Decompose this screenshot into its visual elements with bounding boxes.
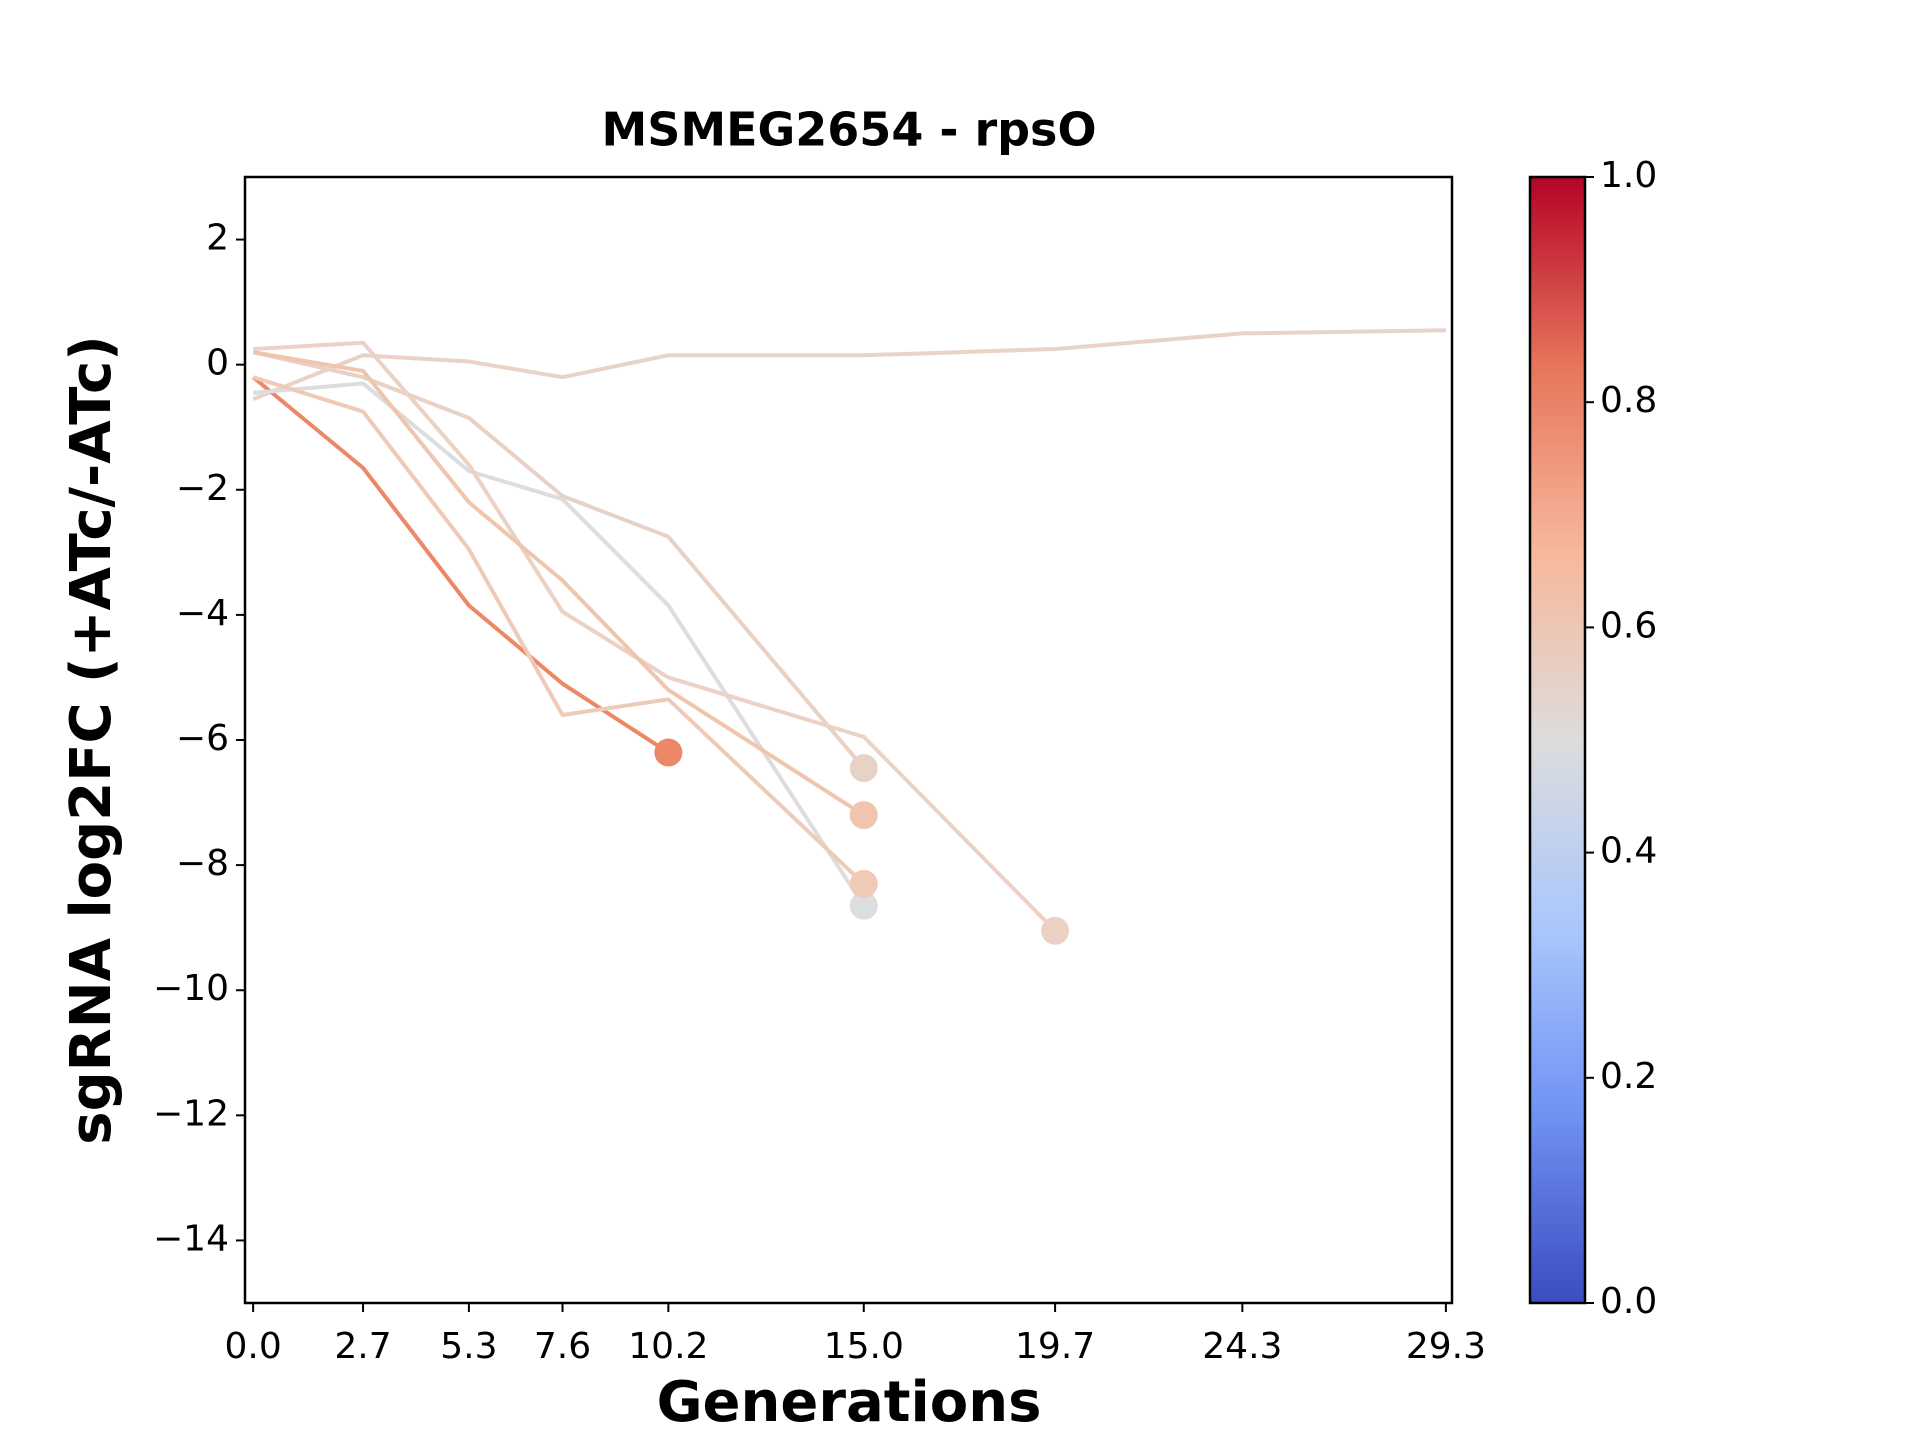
- series-line: [251, 375, 670, 755]
- colorbar-tick-label: 0.8: [1600, 380, 1657, 421]
- y-tick-label: 2: [206, 218, 229, 259]
- series-line: [252, 328, 1446, 401]
- y-tick-label: −6: [176, 718, 229, 759]
- colorbar-tick-label: 0.0: [1600, 1281, 1657, 1322]
- y-tick-label: −12: [153, 1093, 229, 1134]
- y-tick-label: 0: [206, 343, 229, 384]
- end-marker: [849, 754, 878, 783]
- y-tick-label: −14: [153, 1218, 229, 1259]
- colorbar-tick-label: 0.2: [1600, 1056, 1657, 1097]
- chart-title: MSMEG2654 - rpsO: [601, 103, 1096, 157]
- x-tick-label: 0.0: [225, 1326, 282, 1367]
- x-tick-label: 10.2: [628, 1326, 708, 1367]
- x-tick-label: 7.6: [534, 1326, 591, 1367]
- end-marker: [654, 738, 683, 767]
- end-marker: [849, 869, 878, 898]
- series-line: [252, 350, 865, 817]
- end-marker: [849, 801, 878, 830]
- x-tick-label: 15.0: [824, 1326, 904, 1367]
- y-tick-label: −8: [176, 843, 229, 884]
- y-axis-label: sgRNA log2FC (+ATc/-ATc): [59, 335, 124, 1145]
- plot-frame: [243, 175, 1454, 1305]
- y-tick-label: −2: [176, 468, 229, 509]
- colorbar-tick-label: 1.0: [1600, 155, 1657, 196]
- colorbar-tick-label: 0.4: [1600, 831, 1657, 872]
- x-tick-label: 5.3: [440, 1326, 497, 1367]
- y-tick-label: −4: [176, 593, 229, 634]
- x-tick-label: 19.7: [1015, 1326, 1095, 1367]
- x-axis-label: Generations: [657, 1370, 1042, 1435]
- y-tick-label: −10: [153, 968, 229, 1009]
- x-tick-label: 2.7: [334, 1326, 391, 1367]
- end-marker: [1041, 916, 1070, 945]
- end-marker: [849, 891, 878, 920]
- colorbar: [1528, 175, 1587, 1305]
- series-line: [252, 381, 866, 907]
- series-line: [252, 350, 866, 770]
- x-tick-label: 24.3: [1202, 1326, 1282, 1367]
- x-tick-label: 29.3: [1406, 1326, 1486, 1367]
- colorbar-tick-label: 0.6: [1600, 605, 1657, 646]
- series-line: [252, 375, 866, 886]
- series-line: [253, 340, 1057, 933]
